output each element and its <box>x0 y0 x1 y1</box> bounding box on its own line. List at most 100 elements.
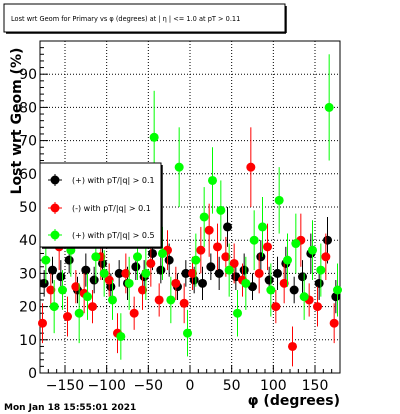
data-point <box>254 268 264 278</box>
data-point <box>64 255 74 265</box>
data-point <box>289 285 299 295</box>
data-point <box>229 258 239 268</box>
data-point <box>188 268 197 278</box>
y-tick-label: 10 <box>19 333 37 349</box>
data-point <box>39 278 49 288</box>
data-point <box>248 282 257 292</box>
data-point <box>116 331 126 341</box>
data-point <box>171 278 181 288</box>
data-point <box>206 262 216 272</box>
legend-marker <box>50 175 60 185</box>
x-axis-label: φ (degrees) <box>248 393 340 409</box>
data-point <box>154 295 164 305</box>
chart-title: Lost wrt Geom for Primary vs φ (degrees)… <box>11 15 240 23</box>
data-point <box>83 292 92 302</box>
data-point <box>239 265 249 275</box>
data-point <box>283 255 292 265</box>
data-point <box>164 255 174 265</box>
data-point <box>58 285 67 295</box>
data-point <box>273 268 282 278</box>
data-point <box>198 278 207 288</box>
data-point <box>271 302 281 312</box>
data-point <box>56 272 66 282</box>
data-point <box>38 318 47 328</box>
data-point <box>333 285 342 295</box>
data-point <box>324 102 334 112</box>
y-tick-label: 60 <box>19 167 37 183</box>
x-tick-label: 50 <box>223 378 241 394</box>
y-tick-label: 50 <box>19 200 37 216</box>
data-point <box>258 222 267 232</box>
tick-labels: −150 −100 −50 0 50 100 150 0 10 20 30 40 50 60 70 80 90 <box>19 67 328 394</box>
data-point <box>264 275 274 285</box>
title-frame <box>3 3 286 33</box>
data-point <box>249 235 259 245</box>
data-point <box>246 162 256 172</box>
y-tick-label: 0 <box>28 366 37 382</box>
data-point <box>233 308 242 318</box>
grid <box>40 41 340 373</box>
data-point <box>179 298 189 308</box>
x-tick-label: −150 <box>46 378 84 394</box>
y-axis-label: Lost wrt Geom (%) <box>9 48 25 195</box>
data-point <box>316 265 326 275</box>
data-point <box>221 252 231 262</box>
x-tick-label: −50 <box>134 378 164 394</box>
data-point <box>81 265 91 275</box>
data-point <box>138 285 147 295</box>
data-point <box>321 252 331 262</box>
data-point <box>158 248 167 258</box>
y-tick-label: 90 <box>19 67 37 83</box>
data-point <box>299 292 309 302</box>
data-point <box>241 278 251 288</box>
series-group <box>38 127 339 367</box>
y-tick-label: 40 <box>19 233 37 249</box>
data-point <box>191 255 201 265</box>
data-point <box>224 265 234 275</box>
data-point <box>91 252 101 262</box>
data-point <box>41 255 51 265</box>
y-tick-label: 70 <box>19 134 37 150</box>
data-point <box>216 205 226 215</box>
data-point <box>71 282 81 292</box>
data-point <box>279 278 289 288</box>
legend-frame <box>39 162 162 248</box>
legend-marker <box>50 203 60 213</box>
data-point <box>213 242 222 252</box>
data-point <box>99 268 109 278</box>
data-point <box>174 162 184 172</box>
data-point <box>256 252 266 262</box>
data-point <box>89 275 99 285</box>
data-point <box>204 225 214 235</box>
data-point <box>114 268 124 278</box>
x-tick-label: 0 <box>186 378 195 394</box>
data-point <box>208 175 217 185</box>
data-point <box>74 308 84 318</box>
data-point <box>183 328 192 338</box>
data-point <box>108 295 117 305</box>
data-point <box>49 302 59 312</box>
timestamp: Mon Jan 18 15:55:01 2021 <box>4 403 136 413</box>
data-point <box>288 341 297 351</box>
legend-label: (+) with pT/|q| > 0.5 <box>72 231 155 240</box>
data-point <box>129 308 139 318</box>
data-point <box>133 252 142 262</box>
data-point <box>124 278 134 288</box>
data-point <box>156 265 166 275</box>
data-point <box>263 242 272 252</box>
markers <box>38 54 342 367</box>
legend-marker <box>50 230 60 240</box>
data-point <box>231 272 241 282</box>
data-point <box>313 302 322 312</box>
legend-entries: (+) with pT/|q| > 0.1 (-) with pT/|q| > 0… <box>48 174 155 241</box>
title-box: Lost wrt Geom for Primary vs φ (degrees)… <box>3 3 287 34</box>
data-point <box>308 245 317 255</box>
data-point <box>329 318 339 328</box>
y-tick-label: 30 <box>19 266 37 282</box>
x-tick-label: 150 <box>302 378 329 394</box>
series-group <box>41 54 342 360</box>
x-tick-label: 100 <box>260 378 287 394</box>
data-point <box>148 248 157 258</box>
y-tick-label: 20 <box>19 300 37 316</box>
data-point <box>196 245 206 255</box>
